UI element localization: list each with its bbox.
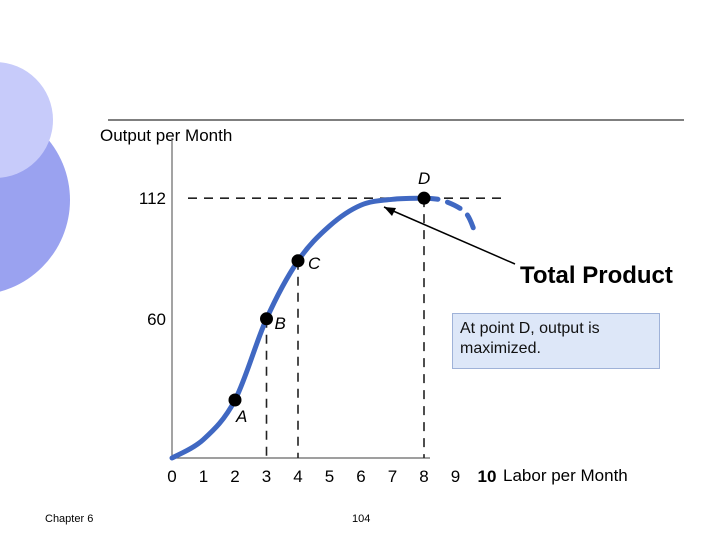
x-tick-label-2: 2	[230, 467, 239, 486]
point-c-marker	[291, 254, 305, 268]
x-tick-label-1: 1	[199, 467, 208, 486]
footer-chapter: Chapter 6	[45, 513, 93, 525]
footer-page-number: 104	[352, 513, 370, 525]
deco-circle-inner	[0, 62, 53, 178]
x-axis-label: Labor per Month	[503, 466, 628, 485]
point-b-marker	[260, 312, 273, 326]
pointer-arrow-head	[384, 207, 396, 216]
guide-lines	[188, 197, 502, 458]
x-tick-label-3: 3	[262, 467, 271, 486]
x-tick-label-0: 0	[167, 467, 176, 486]
series-label-total-product: Total Product	[520, 262, 673, 289]
point-b-label: B	[275, 314, 286, 333]
point-c-label: C	[308, 254, 321, 273]
curve-points: A B C D	[228, 169, 431, 426]
point-a-marker	[228, 393, 242, 407]
point-a-label: A	[235, 407, 247, 426]
curve-dashed-extension	[421, 195, 477, 234]
x-tick-label-4: 4	[293, 467, 302, 486]
y-axis-label: Output per Month	[100, 126, 232, 145]
y-tick-label-60: 60	[147, 310, 166, 329]
tick-labels: 0 1 2 3 4 5 6 7 8 9 10 60 112	[139, 189, 497, 486]
x-tick-label-6: 6	[356, 467, 365, 486]
callout-text: At point D, output is maximized.	[460, 320, 600, 357]
pointer-arrow-line	[383, 206, 516, 265]
x-tick-label-9: 9	[451, 467, 460, 486]
x-tick-label-10: 10	[478, 467, 497, 486]
y-tick-label-112: 112	[139, 189, 166, 208]
total-product-curve	[169, 195, 477, 461]
point-d-label: D	[418, 169, 430, 188]
x-tick-label-7: 7	[388, 467, 397, 486]
point-d-marker	[417, 191, 431, 205]
callout-box: At point D, output is maximized.	[452, 313, 660, 369]
x-tick-label-8: 8	[419, 467, 428, 486]
x-tick-label-5: 5	[325, 467, 334, 486]
